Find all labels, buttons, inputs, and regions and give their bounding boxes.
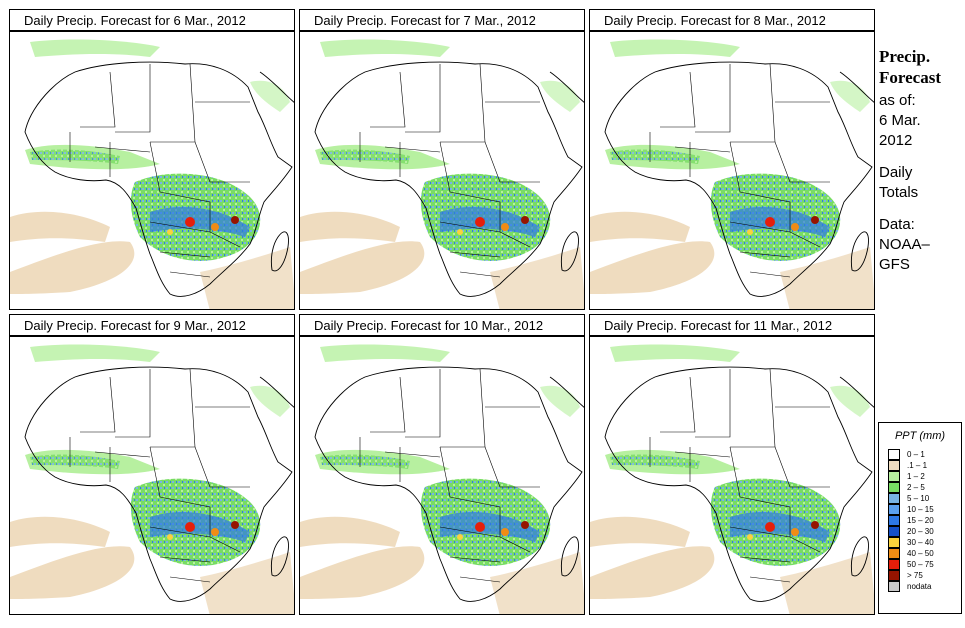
forecast-panel-7-mar: Daily Precip. Forecast for 7 Mar., 2012 [299,9,585,310]
precip-map [9,31,295,310]
precip-legend: PPT (mm) 0 – 1 .1 – 1 1 – 2 2 – 5 5 – 10… [878,422,962,614]
legend-label: > 75 [907,571,923,580]
legend-swatch [888,449,900,460]
data-source-1: NOAA– [879,236,930,253]
legend-label: 15 – 20 [907,516,934,525]
legend-label: 1 – 2 [907,472,925,481]
issue-year: 2012 [879,132,913,149]
legend-swatch [888,493,900,504]
legend-swatch [888,526,900,537]
legend-title: PPT (mm) [894,430,946,442]
panel-title: Daily Precip. Forecast for 9 Mar., 2012 [9,314,295,336]
legend-label: 10 – 15 [907,505,934,514]
precip-map [9,336,295,615]
legend-swatch [888,537,900,548]
legend-label: 30 – 40 [907,538,934,547]
legend-swatch [888,460,900,471]
legend-label: 40 – 50 [907,549,934,558]
legend-label: .1 – 1 [907,461,928,470]
heading-line-2: Forecast [879,68,941,87]
panel-title: Daily Precip. Forecast for 7 Mar., 2012 [299,9,585,31]
legend-swatch [888,548,900,559]
forecast-panel-8-mar: Daily Precip. Forecast for 8 Mar., 2012 [589,9,875,310]
data-source-2: GFS [879,256,910,273]
legend-swatch [888,471,900,482]
precip-map [299,336,585,615]
legend-label: 0 – 1 [907,450,925,459]
daily-label: Daily [879,164,913,181]
forecast-panel-6-mar: Daily Precip. Forecast for 6 Mar., 2012 [9,9,295,310]
forecast-panel-9-mar: Daily Precip. Forecast for 9 Mar., 2012 [9,314,295,615]
legend-swatch [888,570,900,581]
legend-swatch [888,482,900,493]
panel-title: Daily Precip. Forecast for 10 Mar., 2012 [299,314,585,336]
legend-swatch [888,581,900,592]
precip-map [299,31,585,310]
precip-map [589,336,875,615]
legend-swatch [888,515,900,526]
panel-title: Daily Precip. Forecast for 6 Mar., 2012 [9,9,295,31]
panel-title: Daily Precip. Forecast for 8 Mar., 2012 [589,9,875,31]
forecast-panel-11-mar: Daily Precip. Forecast for 11 Mar., 2012 [589,314,875,615]
forecast-panel-10-mar: Daily Precip. Forecast for 10 Mar., 2012 [299,314,585,615]
totals-label: Totals [879,184,919,201]
legend-label: nodata [907,582,932,591]
legend-label: 20 – 30 [907,527,934,536]
legend-swatch [888,504,900,515]
legend-label: 50 – 75 [907,560,934,569]
legend-label: 2 – 5 [907,483,925,492]
data-label: Data: [879,216,915,233]
legend-swatch [888,559,900,570]
forecast-info: Precip. Forecast as of: 6 Mar. 2012 Dail… [879,46,963,275]
panel-title: Daily Precip. Forecast for 11 Mar., 2012 [589,314,875,336]
issue-date: 6 Mar. [879,112,921,129]
legend-label: 5 – 10 [907,494,930,503]
precip-map [589,31,875,310]
as-of-label: as of: [879,92,916,109]
heading-line-1: Precip. [879,47,931,66]
